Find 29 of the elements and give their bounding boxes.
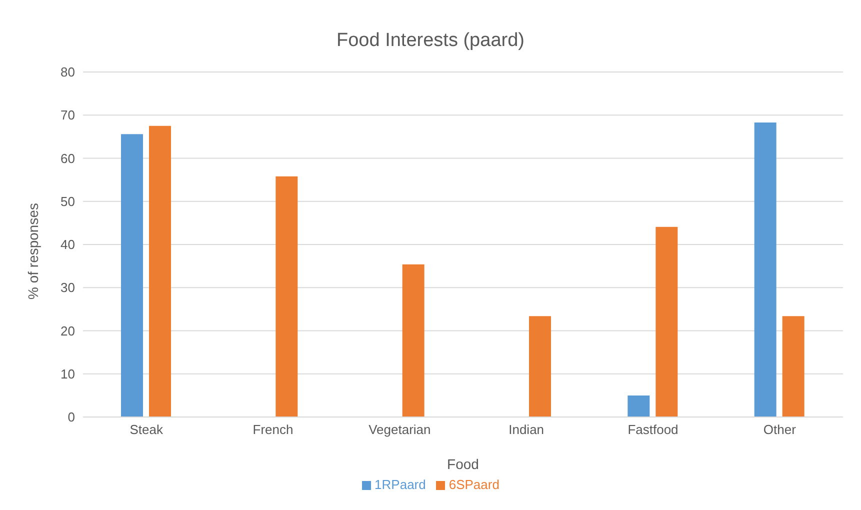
y-tick-label: 20 <box>60 323 75 338</box>
x-tick-label: French <box>252 422 294 438</box>
legend-label: 6SPaard <box>448 477 500 492</box>
bar <box>276 176 298 417</box>
bar <box>628 395 650 417</box>
y-tick-label: 30 <box>60 280 75 296</box>
x-axis-title: Food <box>447 456 479 472</box>
y-tick-label: 70 <box>60 108 75 123</box>
bar <box>529 316 551 417</box>
legend-label: 1RPaard <box>374 477 426 492</box>
x-tick-label: Vegetarian <box>368 422 431 438</box>
bar <box>121 134 143 417</box>
x-tick-label: Other <box>763 422 797 438</box>
y-tick-label: 10 <box>60 366 75 382</box>
y-tick-label: 40 <box>60 237 75 252</box>
bar <box>149 126 171 417</box>
y-tick-label: 60 <box>60 150 75 166</box>
y-tick-label: 50 <box>60 194 75 209</box>
y-axis-title: % of responses <box>24 203 41 300</box>
x-tick-label: Indian <box>508 422 544 438</box>
x-tick-label: Steak <box>130 422 164 438</box>
bar <box>402 264 424 417</box>
bar <box>656 226 678 417</box>
y-tick-label: 80 <box>60 64 75 80</box>
bar <box>782 316 804 417</box>
x-tick-label: Fastfood <box>628 422 678 438</box>
chart-title: Food Interests (paard) <box>336 30 526 52</box>
y-tick-label: 0 <box>68 410 75 425</box>
bar <box>754 122 776 417</box>
